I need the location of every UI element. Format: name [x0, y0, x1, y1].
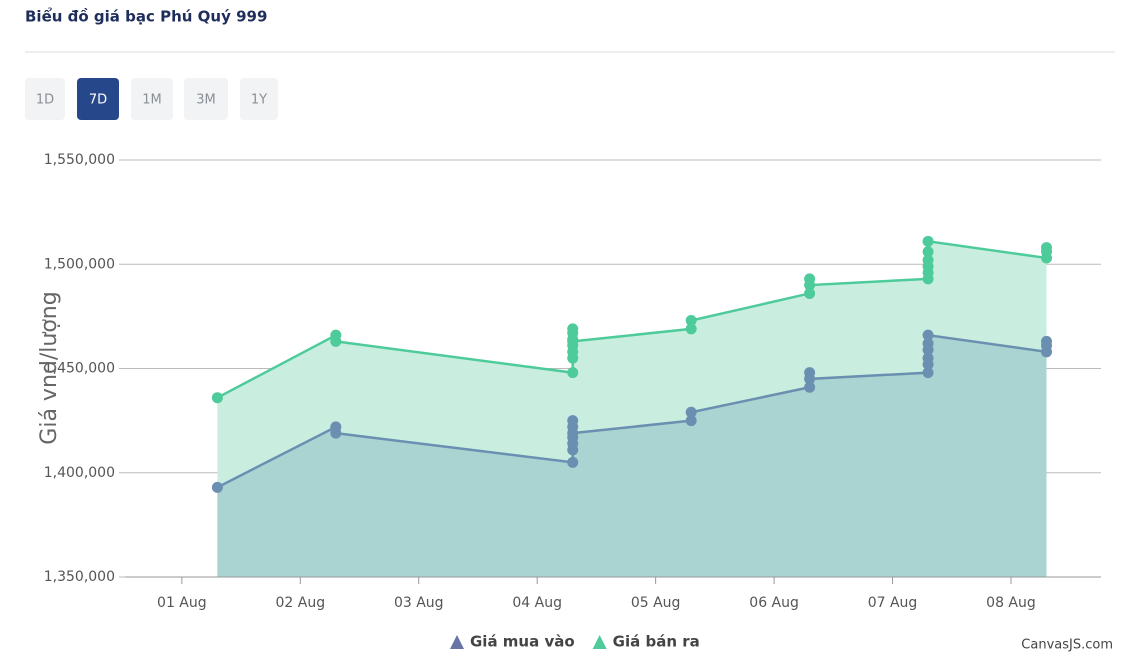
x-tick-label: 02 Aug: [275, 595, 325, 611]
data-point[interactable]: [922, 337, 934, 349]
y-tick-label: 1,500,000: [44, 256, 115, 272]
data-point[interactable]: [685, 315, 697, 327]
range-button[interactable]: [131, 78, 173, 120]
range-button-label[interactable]: 3M: [196, 93, 216, 108]
x-tick-label: 07 Aug: [868, 595, 918, 611]
y-tick-label: 1,550,000: [44, 152, 115, 168]
data-point[interactable]: [922, 246, 934, 258]
data-point[interactable]: [567, 367, 579, 379]
data-point[interactable]: [1041, 242, 1053, 254]
data-point[interactable]: [567, 427, 579, 439]
data-point[interactable]: [211, 392, 223, 404]
data-point[interactable]: [922, 352, 934, 364]
range-button-label[interactable]: 1Y: [251, 93, 267, 108]
y-tick-label: 1,450,000: [44, 361, 115, 377]
data-point[interactable]: [330, 427, 342, 439]
legend-marker[interactable]: [592, 635, 607, 649]
x-tick-label: 08 Aug: [986, 595, 1036, 611]
data-point[interactable]: [211, 481, 223, 493]
x-tick-label: 06 Aug: [749, 595, 799, 611]
range-button[interactable]: [240, 78, 278, 120]
range-button-label[interactable]: 1M: [142, 93, 162, 108]
data-point[interactable]: [330, 335, 342, 347]
data-point[interactable]: [922, 254, 934, 266]
y-tick-label: 1,400,000: [44, 465, 115, 481]
y-axis-title: Giá vnd/lượng: [37, 291, 62, 444]
legend-marker[interactable]: [450, 635, 464, 649]
area-fill: [217, 335, 1047, 577]
data-point[interactable]: [804, 373, 816, 385]
legend-label[interactable]: Giá bán ra: [613, 633, 700, 651]
plot: 1,350,000 1,400,000 1,450,000 1,500,000 1,55…: [44, 152, 1101, 611]
data-point[interactable]: [1041, 335, 1053, 347]
legend-label[interactable]: Giá mua vào: [470, 633, 575, 651]
data-point[interactable]: [922, 367, 934, 379]
range-button[interactable]: [77, 78, 119, 120]
data-point[interactable]: [922, 235, 934, 247]
data-point[interactable]: [567, 323, 579, 335]
y-tick-label: 1,350,000: [44, 569, 115, 585]
data-point[interactable]: [567, 415, 579, 427]
data-point[interactable]: [685, 415, 697, 427]
range-buttons: 1D 7D 1M 3M 1Y: [25, 78, 278, 120]
range-button-label[interactable]: 7D: [89, 93, 107, 108]
data-point[interactable]: [685, 323, 697, 335]
range-button-label[interactable]: 1D: [36, 93, 54, 108]
data-point[interactable]: [567, 456, 579, 468]
data-point[interactable]: [804, 381, 816, 393]
data-point[interactable]: [567, 335, 579, 347]
data-point[interactable]: [804, 287, 816, 299]
credit[interactable]: CanvasJS.com: [1021, 638, 1113, 653]
data-point[interactable]: [804, 279, 816, 291]
x-tick-label: 01 Aug: [157, 595, 207, 611]
x-tick-label: 03 Aug: [394, 595, 444, 611]
range-button[interactable]: [25, 78, 65, 120]
data-point[interactable]: [922, 329, 934, 341]
page-title: Biểu đồ giá bạc Phú Quý 999: [25, 7, 267, 26]
range-button[interactable]: [184, 78, 228, 120]
data-point[interactable]: [685, 406, 697, 418]
x-tick-label: 04 Aug: [512, 595, 562, 611]
x-tick-label: 05 Aug: [631, 595, 681, 611]
